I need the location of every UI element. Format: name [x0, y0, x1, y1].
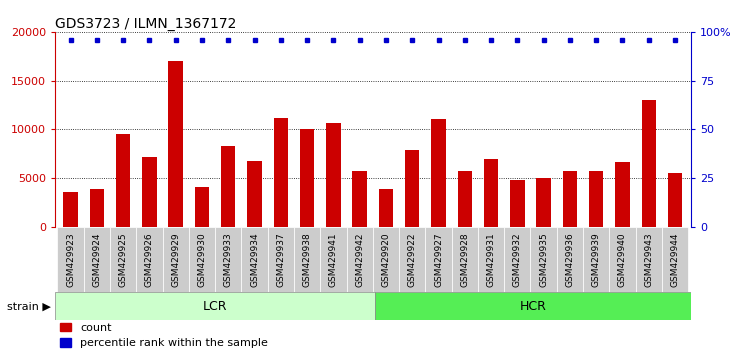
Bar — [405, 150, 420, 227]
FancyBboxPatch shape — [136, 227, 162, 292]
Text: GSM429926: GSM429926 — [145, 232, 154, 287]
Text: GSM429929: GSM429929 — [171, 232, 181, 287]
FancyBboxPatch shape — [84, 227, 110, 292]
Text: GSM429922: GSM429922 — [408, 232, 417, 286]
Bar — [116, 134, 130, 227]
FancyBboxPatch shape — [662, 227, 688, 292]
Text: GSM429941: GSM429941 — [329, 232, 338, 287]
FancyBboxPatch shape — [241, 227, 268, 292]
Text: GSM429928: GSM429928 — [461, 232, 469, 287]
Text: HCR: HCR — [520, 300, 547, 313]
FancyBboxPatch shape — [215, 227, 241, 292]
Text: GSM429934: GSM429934 — [250, 232, 259, 287]
FancyBboxPatch shape — [346, 227, 373, 292]
Bar — [458, 171, 472, 227]
FancyBboxPatch shape — [320, 227, 346, 292]
Legend: count, percentile rank within the sample: count, percentile rank within the sample — [61, 322, 268, 348]
Text: GSM429932: GSM429932 — [513, 232, 522, 287]
FancyBboxPatch shape — [268, 227, 294, 292]
FancyBboxPatch shape — [610, 227, 636, 292]
FancyBboxPatch shape — [294, 227, 320, 292]
Text: GSM429944: GSM429944 — [670, 232, 680, 286]
Text: GSM429937: GSM429937 — [276, 232, 285, 287]
Bar — [668, 173, 682, 227]
Bar — [563, 171, 577, 227]
Bar — [300, 129, 314, 227]
FancyBboxPatch shape — [399, 227, 425, 292]
Text: GSM429931: GSM429931 — [487, 232, 496, 287]
FancyBboxPatch shape — [583, 227, 610, 292]
FancyBboxPatch shape — [478, 227, 504, 292]
Bar — [326, 124, 341, 227]
FancyBboxPatch shape — [425, 227, 452, 292]
Text: GSM429936: GSM429936 — [565, 232, 575, 287]
Text: GSM429925: GSM429925 — [118, 232, 128, 287]
Text: GDS3723 / ILMN_1367172: GDS3723 / ILMN_1367172 — [55, 17, 236, 31]
FancyBboxPatch shape — [531, 227, 557, 292]
Text: GSM429939: GSM429939 — [591, 232, 601, 287]
Text: GSM429943: GSM429943 — [644, 232, 654, 287]
Bar — [510, 180, 525, 227]
FancyBboxPatch shape — [162, 227, 189, 292]
FancyBboxPatch shape — [376, 292, 691, 320]
Text: strain ▶: strain ▶ — [7, 301, 51, 311]
Text: GSM429930: GSM429930 — [197, 232, 206, 287]
Bar — [221, 146, 235, 227]
FancyBboxPatch shape — [58, 227, 84, 292]
Bar — [90, 189, 104, 227]
Text: GSM429923: GSM429923 — [66, 232, 75, 287]
FancyBboxPatch shape — [636, 227, 662, 292]
Bar — [537, 178, 551, 227]
Bar — [379, 189, 393, 227]
Bar — [352, 171, 367, 227]
FancyBboxPatch shape — [189, 227, 215, 292]
FancyBboxPatch shape — [504, 227, 531, 292]
Bar — [589, 171, 603, 227]
FancyBboxPatch shape — [110, 227, 136, 292]
Bar — [642, 100, 656, 227]
Bar — [616, 162, 629, 227]
Text: GSM429920: GSM429920 — [382, 232, 390, 287]
Bar — [168, 61, 183, 227]
Text: GSM429927: GSM429927 — [434, 232, 443, 287]
Bar — [64, 193, 77, 227]
Text: LCR: LCR — [203, 300, 227, 313]
Bar — [484, 159, 499, 227]
FancyBboxPatch shape — [557, 227, 583, 292]
Text: GSM429938: GSM429938 — [303, 232, 311, 287]
Text: GSM429940: GSM429940 — [618, 232, 627, 287]
Text: GSM429935: GSM429935 — [539, 232, 548, 287]
Text: GSM429924: GSM429924 — [92, 232, 102, 286]
Bar — [247, 161, 262, 227]
Bar — [143, 158, 156, 227]
Bar — [273, 118, 288, 227]
Text: GSM429933: GSM429933 — [224, 232, 232, 287]
FancyBboxPatch shape — [452, 227, 478, 292]
Text: GSM429942: GSM429942 — [355, 232, 364, 286]
FancyBboxPatch shape — [373, 227, 399, 292]
Bar — [194, 187, 209, 227]
FancyBboxPatch shape — [55, 292, 376, 320]
Bar — [431, 120, 446, 227]
